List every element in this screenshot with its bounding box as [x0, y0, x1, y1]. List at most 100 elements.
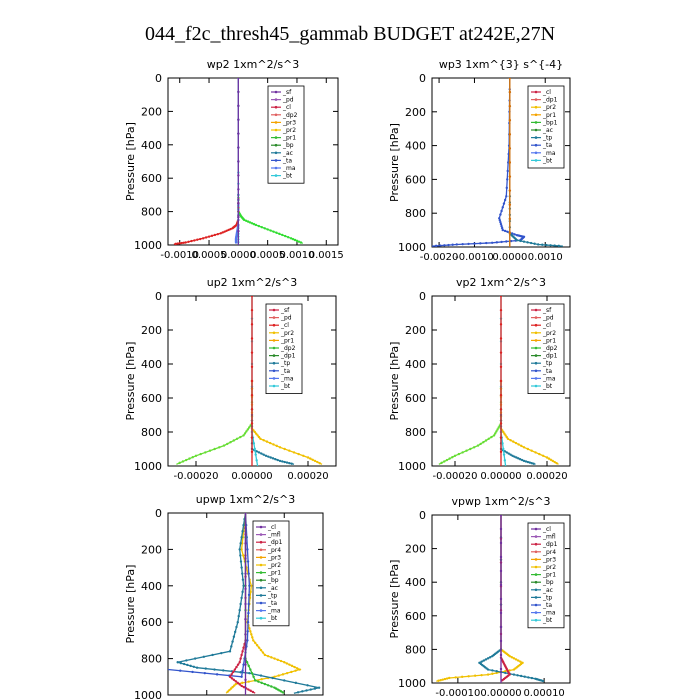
x-tick-label: 0.0005	[250, 250, 285, 261]
series-marker	[233, 668, 237, 671]
legend-label: _sf	[280, 307, 290, 314]
series-marker	[472, 446, 476, 449]
series-marker	[516, 674, 519, 677]
legend-marker	[534, 384, 538, 388]
series-marker	[249, 630, 252, 633]
series-marker	[494, 432, 497, 435]
legend-box	[527, 522, 565, 629]
series-marker	[271, 457, 275, 460]
series-marker	[453, 454, 457, 457]
series-marker	[506, 437, 510, 440]
series-marker	[524, 460, 528, 463]
series-marker	[522, 459, 526, 463]
series-marker	[485, 241, 488, 245]
series-marker	[274, 458, 277, 461]
series-marker	[487, 437, 490, 440]
series-marker	[295, 667, 299, 670]
series-marker	[294, 669, 297, 672]
series-marker	[193, 657, 197, 660]
series-marker	[512, 440, 515, 443]
series-marker	[275, 231, 278, 234]
legend-label: _bp	[542, 579, 554, 586]
series-marker	[519, 660, 522, 663]
series-marker	[545, 243, 548, 247]
series-marker	[291, 237, 295, 241]
series-marker	[499, 515, 503, 517]
series-marker	[473, 242, 476, 245]
series-marker	[529, 241, 533, 245]
series-marker	[302, 454, 305, 457]
legend-label: _bt	[282, 173, 293, 180]
legend-marker	[272, 316, 276, 319]
series-marker	[465, 449, 468, 452]
legend-marker	[534, 323, 538, 327]
y-tick-label: 600	[405, 610, 426, 623]
y-tick-label: 0	[155, 290, 162, 303]
series-marker	[245, 430, 248, 433]
series-marker	[255, 432, 258, 435]
series-marker	[505, 240, 508, 243]
series-marker	[259, 437, 262, 440]
legend-label: _pd	[280, 315, 292, 322]
series-marker	[242, 434, 245, 437]
series-marker	[236, 681, 239, 685]
series-marker	[226, 690, 229, 693]
x-tick-label: 0.0000	[492, 252, 527, 263]
series-marker	[489, 656, 492, 659]
series-marker	[500, 224, 503, 228]
legend-label: _cl	[542, 322, 551, 329]
series-marker	[187, 240, 190, 243]
legend-label: _ta	[267, 600, 277, 607]
series-marker	[527, 676, 530, 679]
series-marker	[505, 451, 508, 454]
series-marker	[233, 630, 237, 634]
series-marker	[285, 662, 289, 665]
y-axis-label: Pressure [hPa]	[124, 565, 137, 644]
y-tick-label: 200	[141, 105, 162, 118]
legend-label: _pr1	[282, 135, 296, 142]
series-marker	[176, 661, 179, 664]
series-marker	[238, 683, 241, 686]
legend-marker	[259, 525, 263, 529]
series-marker	[190, 239, 193, 243]
y-tick-label: 0	[419, 72, 426, 85]
series-marker	[503, 432, 506, 435]
legend-marker	[534, 573, 538, 576]
y-axis-label: Pressure [hPa]	[124, 122, 137, 201]
series-marker	[311, 458, 314, 461]
series-marker	[295, 239, 299, 243]
legend-label: _bt	[280, 383, 291, 390]
series-marker	[447, 243, 450, 247]
series-marker	[499, 323, 503, 326]
series-marker	[247, 593, 251, 597]
y-tick-label: 0	[419, 290, 426, 303]
series-marker	[240, 566, 243, 569]
legend-box	[252, 520, 290, 627]
legend-label: _cl	[267, 524, 276, 531]
series-marker	[495, 670, 498, 673]
series-marker	[289, 237, 293, 240]
series-marker	[278, 446, 282, 449]
y-tick-label: 200	[405, 106, 426, 119]
series-marker	[242, 663, 245, 666]
series-marker	[504, 670, 507, 673]
legend-marker	[534, 565, 538, 569]
series-marker	[290, 462, 293, 465]
series-group	[438, 296, 559, 466]
series-marker	[269, 456, 272, 459]
series-marker	[263, 682, 267, 686]
y-tick-label: 800	[141, 426, 162, 439]
legend-label: _ac	[542, 587, 553, 594]
y-tick-label: 1000	[134, 689, 162, 700]
series-marker	[499, 379, 503, 383]
y-tick-label: 600	[141, 616, 162, 629]
series-marker	[234, 682, 238, 686]
legend-marker	[534, 105, 538, 109]
legend-marker	[259, 601, 263, 605]
series-marker	[499, 555, 503, 559]
series-marker	[457, 452, 461, 456]
series-marker	[495, 241, 499, 244]
series-marker	[252, 442, 256, 445]
series-marker	[267, 455, 270, 458]
series-marker	[191, 456, 194, 459]
